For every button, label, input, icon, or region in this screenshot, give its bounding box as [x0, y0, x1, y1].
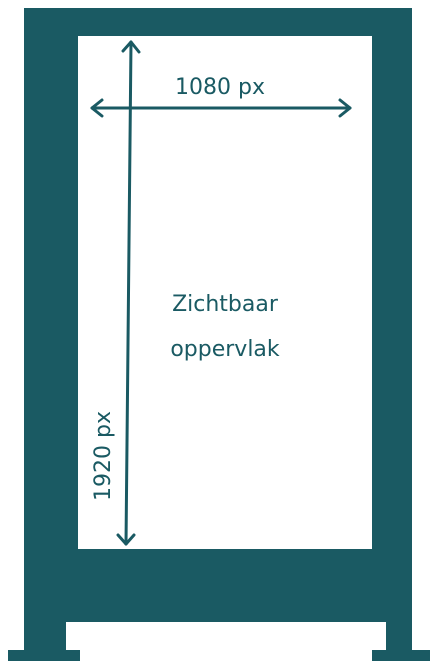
- arrow-head: [121, 40, 141, 54]
- right-foot: [372, 650, 430, 661]
- height-arrow: [124, 40, 133, 546]
- left-leg: [24, 620, 66, 652]
- arrow-head: [90, 98, 104, 118]
- right-leg: [386, 620, 412, 652]
- height-label: 1920 px: [91, 411, 116, 501]
- width-label: 1080 px: [175, 75, 265, 100]
- arrow-head: [338, 98, 352, 118]
- area-label: Zichtbaar: [172, 292, 279, 317]
- dimension-arrows: [90, 40, 352, 546]
- area-label: oppervlak: [170, 337, 280, 362]
- arrow-head: [116, 533, 136, 546]
- left-foot: [8, 650, 80, 661]
